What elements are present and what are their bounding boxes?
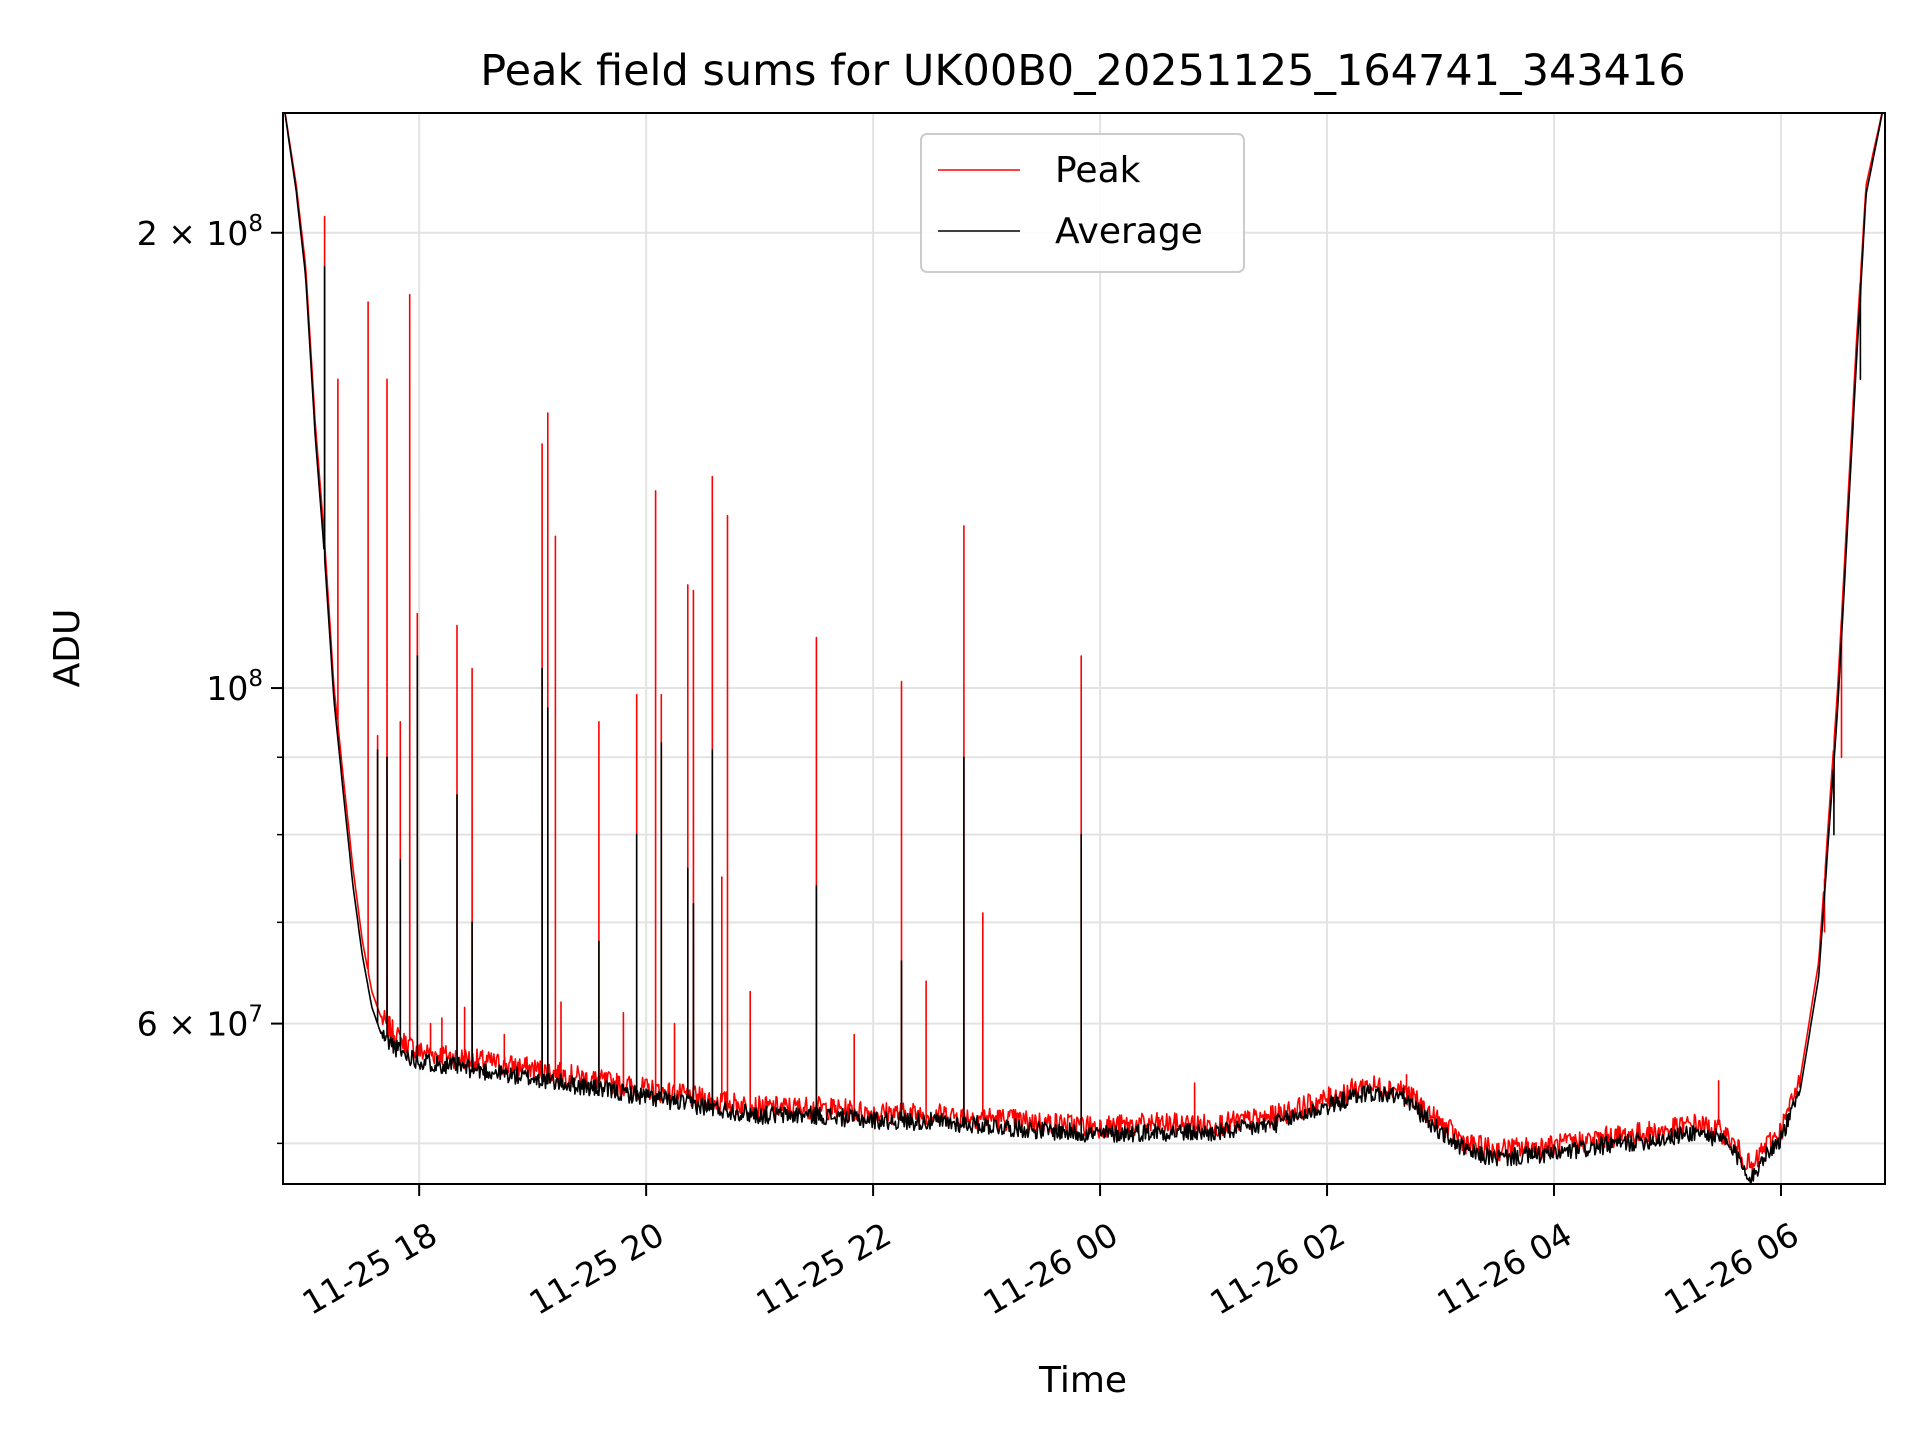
y-axis: 2 × 108 108 6 × 107 [137, 211, 283, 1145]
legend: Peak Average [920, 133, 1245, 273]
legend-average-label: Average [1055, 211, 1203, 252]
plot-frame [282, 112, 1886, 1185]
y-tick-label: 2 × 108 [137, 211, 263, 253]
y-tick-label: 6 × 107 [137, 1002, 263, 1044]
grid [283, 113, 1885, 1184]
legend-box [920, 133, 1245, 273]
average-series-line [284, 113, 1884, 1184]
y-axis-label: ADU [47, 609, 88, 688]
chart-title: Peak field sums for UK00B0_20251125_1647… [480, 46, 1686, 96]
legend-peak-label: Peak [1055, 150, 1141, 191]
y-tick-label: 108 [206, 666, 263, 708]
x-axis-label: Time [1038, 1360, 1127, 1401]
